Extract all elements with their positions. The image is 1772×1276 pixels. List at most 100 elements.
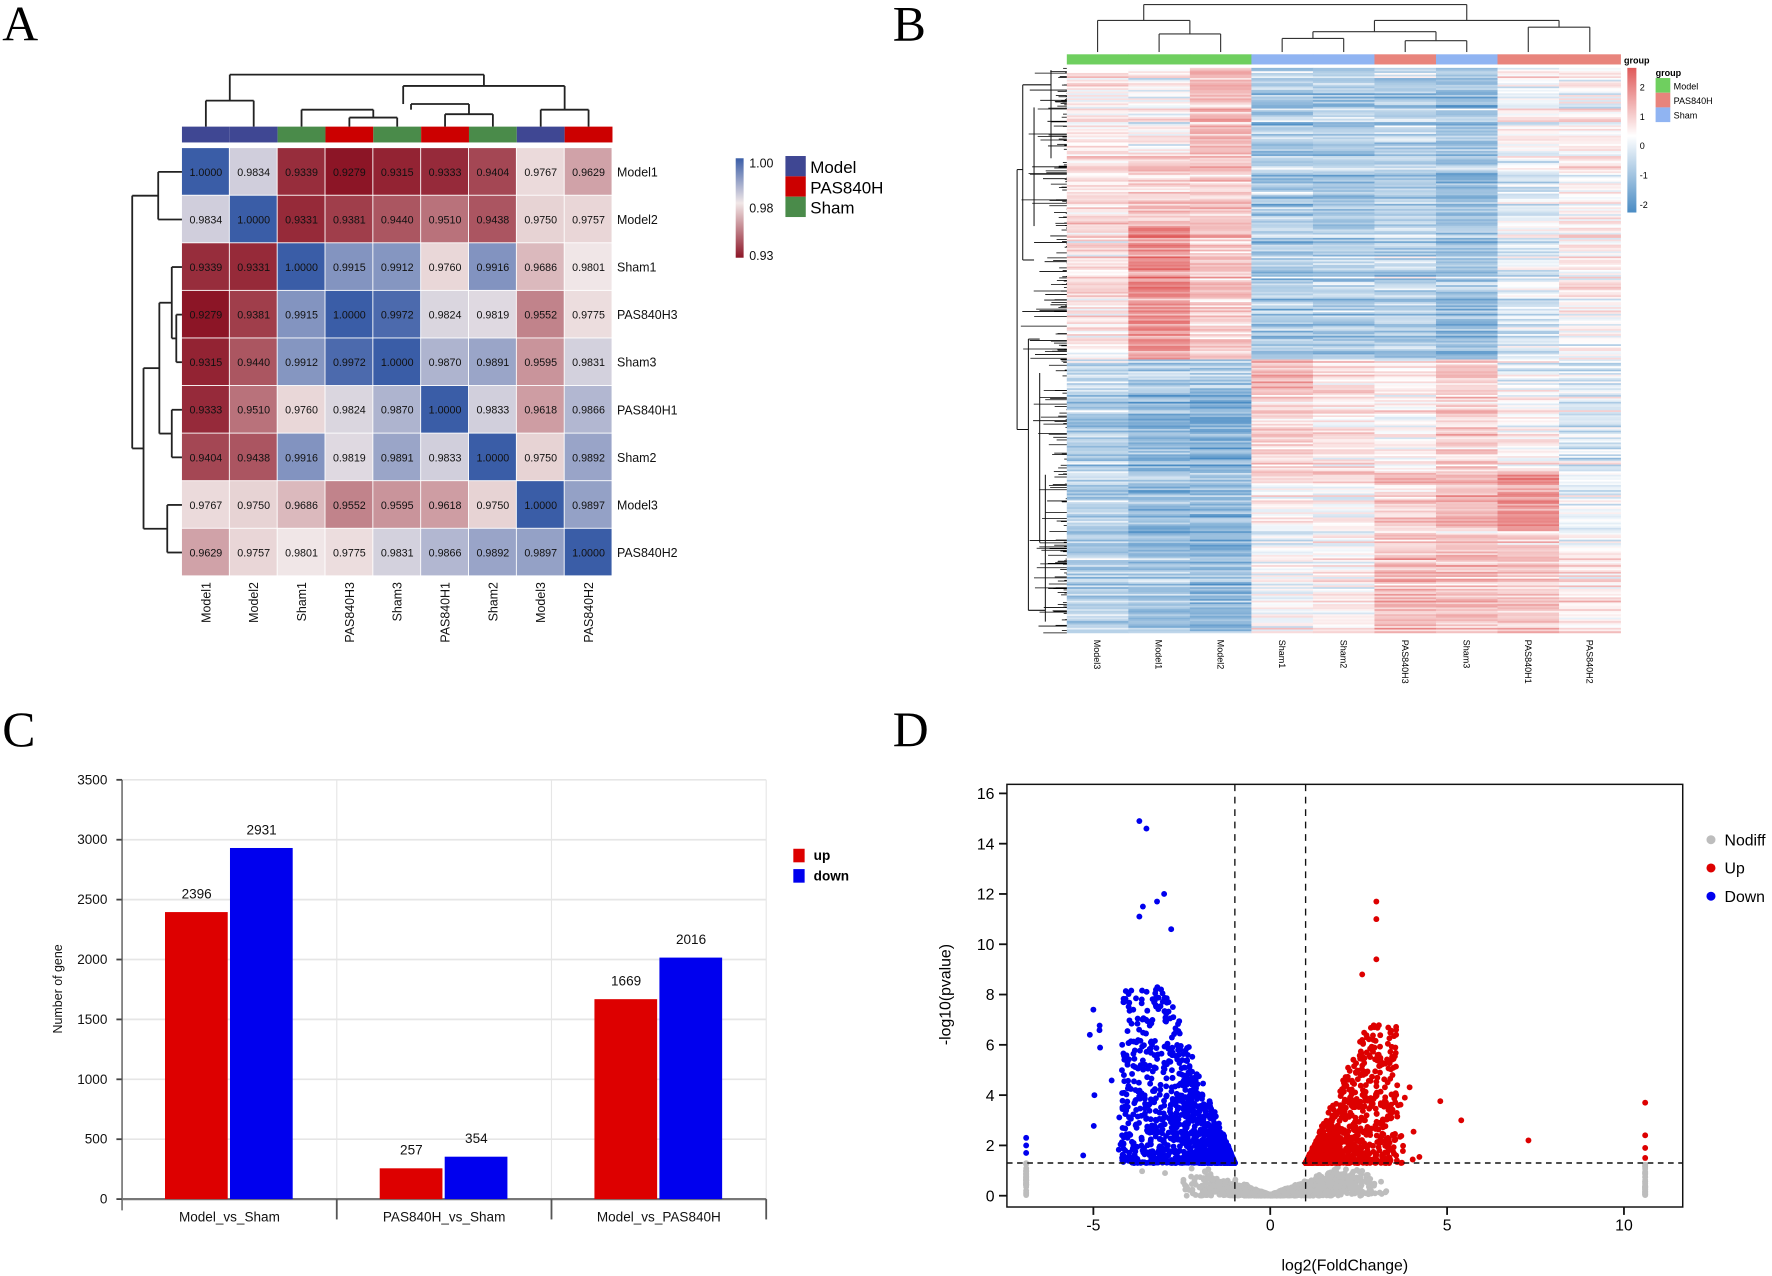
- heatmap-cell: [1559, 290, 1621, 293]
- heatmap-cell: [564, 528, 612, 576]
- heatmap-cell: [1435, 362, 1498, 365]
- heatmap-cell: [1128, 268, 1191, 271]
- heatmap-cell: [1066, 122, 1129, 125]
- heatmap-cell: [1374, 248, 1437, 251]
- panel-label-d: D: [893, 702, 929, 757]
- cell-value: 0.9892: [476, 547, 509, 559]
- heatmap-cell: [1374, 582, 1437, 585]
- heatmap-cell: [1128, 242, 1191, 245]
- heatmap-cell: [1435, 393, 1498, 396]
- heatmap-cell: [1435, 600, 1498, 603]
- heatmap-cell: [1189, 261, 1252, 264]
- heatmap-cell: [1251, 410, 1314, 413]
- heatmap-cell: [1497, 512, 1560, 515]
- cell-value: 1.0000: [429, 405, 462, 417]
- heatmap-cell: [1374, 450, 1437, 454]
- heatmap-cell: [1189, 185, 1252, 188]
- heatmap-cell: [1189, 415, 1252, 418]
- heatmap-cell: [1066, 361, 1129, 364]
- cell-value: 0.9912: [381, 262, 414, 274]
- heatmap-cell: [1128, 374, 1191, 377]
- heatmap-cell: [1312, 117, 1375, 120]
- heatmap-cell: [1374, 181, 1437, 184]
- heatmap-cell: [1251, 352, 1314, 355]
- heatmap-cell: [1312, 599, 1375, 602]
- cell-value: 1.0000: [189, 167, 222, 179]
- heatmap-cell: [1374, 220, 1437, 224]
- heatmap-cell: [1374, 583, 1437, 586]
- heatmap-cell: [1435, 432, 1498, 435]
- heatmap-cell: [1251, 271, 1314, 274]
- colorbar-tick: 0: [1640, 141, 1645, 151]
- heatmap-cell: [1374, 457, 1437, 460]
- heatmap-cell: [1559, 357, 1621, 360]
- heatmap-cell: [1435, 323, 1498, 327]
- heatmap-cell: [1312, 236, 1375, 239]
- heatmap-cell: [1251, 117, 1314, 120]
- heatmap-cell: [1497, 558, 1560, 561]
- heatmap-cell: [1189, 378, 1252, 381]
- heatmap-cell: [1189, 582, 1252, 585]
- heatmap-cell: [1251, 308, 1314, 311]
- heatmap-cell: [181, 338, 229, 386]
- heatmap-cell: [1312, 88, 1375, 91]
- heatmap-cell: [1312, 462, 1375, 465]
- heatmap-cell: [1374, 381, 1437, 384]
- heatmap-cell: [1066, 71, 1129, 74]
- heatmap-cell: [1066, 69, 1129, 72]
- heatmap-cell: [1559, 515, 1621, 518]
- heatmap-cell: [1559, 275, 1621, 278]
- heatmap-cell: [1251, 524, 1314, 527]
- heatmap-cell: [1251, 135, 1314, 138]
- heatmap-cell: [1374, 593, 1437, 596]
- heatmap-cell: [1066, 120, 1129, 123]
- heatmap-cell: [1066, 231, 1129, 234]
- heatmap-cell: [1435, 188, 1498, 191]
- heatmap-cell: [1251, 317, 1314, 320]
- heatmap-cell: [1497, 181, 1560, 184]
- cell-value: 0.9767: [524, 167, 557, 179]
- heatmap-cell: [1189, 434, 1252, 437]
- heatmap-cell: [1128, 149, 1191, 152]
- heatmap-cell: [1435, 607, 1498, 610]
- heatmap-cell: [1497, 369, 1560, 372]
- heatmap-cell: [1435, 400, 1498, 403]
- heatmap-cell: [1066, 527, 1129, 530]
- heatmap-cell: [1128, 590, 1191, 593]
- heatmap-cell: [1189, 622, 1252, 625]
- heatmap-cell: [1128, 293, 1191, 296]
- heatmap-cell: [1066, 135, 1129, 138]
- heatmap-cell: [1374, 350, 1437, 354]
- heatmap-cell: [1189, 614, 1252, 617]
- heatmap-cell: [1128, 367, 1191, 370]
- heatmap-cell: [1251, 159, 1314, 162]
- heatmap-cell: [1312, 103, 1375, 106]
- heatmap-cell: [181, 290, 229, 338]
- heatmap-cell: [1066, 315, 1129, 318]
- heatmap-cell: [1435, 214, 1498, 217]
- heatmap-cell: [1251, 342, 1314, 345]
- heatmap-cell: [1251, 615, 1314, 618]
- heatmap-cell: [1189, 626, 1252, 629]
- heatmap-cell: [1251, 122, 1314, 125]
- heatmap-cell: [1189, 237, 1252, 240]
- heatmap-cell: [1128, 395, 1191, 398]
- heatmap-cell: [1128, 323, 1191, 327]
- heatmap-cell: [1066, 560, 1129, 563]
- heatmap-cell: [1312, 434, 1375, 437]
- heatmap-cell: [1251, 491, 1314, 494]
- cell-value: 0.9833: [476, 405, 509, 417]
- heatmap-cell: [1435, 93, 1498, 96]
- heatmap-cell: [1559, 169, 1621, 172]
- heatmap-cell: [1559, 571, 1621, 574]
- heatmap-cell: [1559, 125, 1621, 128]
- heatmap-cell: [1128, 256, 1191, 259]
- heatmap-cell: [1066, 125, 1129, 128]
- heatmap-cell: [1251, 531, 1314, 534]
- heatmap-cell: [1559, 400, 1621, 403]
- heatmap-cell: [1251, 369, 1314, 372]
- heatmap-cell: [1312, 303, 1375, 306]
- heatmap-cell: [1374, 144, 1437, 147]
- heatmap-cell: [1189, 560, 1252, 563]
- heatmap-cell: [1497, 568, 1560, 571]
